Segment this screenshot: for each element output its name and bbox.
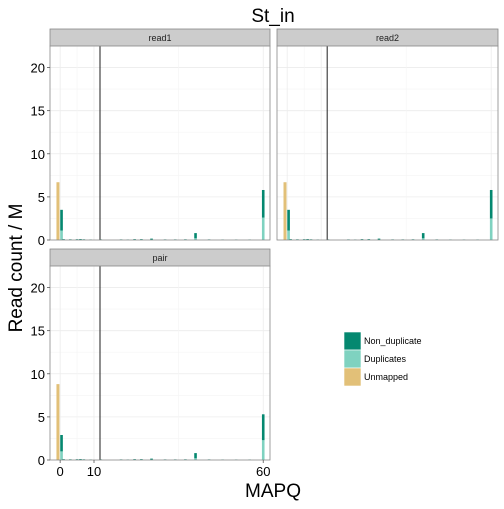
- legend-swatch-unmapped: [344, 368, 361, 386]
- bar-non-duplicate: [194, 233, 197, 238]
- y-tick-label: 10: [31, 147, 45, 162]
- bar-duplicates: [60, 231, 63, 240]
- bar-unmapped: [284, 182, 287, 240]
- bar-non-duplicate: [287, 210, 290, 231]
- y-tick-label: 5: [38, 410, 45, 425]
- facet-panel-read2: read2: [277, 29, 498, 240]
- y-tick-label: 20: [31, 281, 45, 296]
- facet-strip-label: read2: [376, 33, 399, 43]
- chart-title: St_in: [251, 6, 294, 27]
- bar-duplicates: [262, 440, 265, 460]
- x-axis-label: MAPQ: [245, 481, 301, 502]
- facet-strip-label: read1: [148, 33, 171, 43]
- bar-non-duplicate: [378, 239, 381, 240]
- y-tick-label: 20: [31, 61, 45, 76]
- legend-label: Non_duplicate: [364, 336, 422, 346]
- bar-non-duplicate: [490, 190, 493, 218]
- y-axis-label: Read count / M: [6, 204, 27, 333]
- bar-duplicates: [60, 451, 63, 460]
- legend-swatch-duplicates: [344, 350, 361, 368]
- legend-swatch-non_duplicate: [344, 332, 361, 350]
- y-tick-label: 10: [31, 367, 45, 382]
- bar-duplicates: [287, 231, 290, 240]
- x-tick-label: 60: [256, 464, 270, 479]
- y-tick-label: 0: [38, 453, 45, 468]
- x-tick-label: 10: [87, 464, 101, 479]
- bar-duplicates: [262, 218, 265, 240]
- bar-duplicates: [490, 218, 493, 240]
- bar-non-duplicate: [262, 190, 265, 218]
- panel-background: [50, 266, 270, 460]
- bar-unmapped: [56, 384, 59, 460]
- panel-background: [277, 46, 498, 240]
- bar-non-duplicate: [150, 239, 153, 240]
- panels-layer: read1 0 5 10 15 20 read2 pair 0 5 10 15 20 0 10 60: [31, 29, 498, 479]
- legend: Non_duplicate Duplicates Unmapped: [344, 332, 422, 386]
- bar-non-duplicate: [194, 453, 197, 458]
- y-tick-label: 15: [31, 324, 45, 339]
- bar-unmapped: [56, 182, 59, 240]
- panel-background: [50, 46, 270, 240]
- x-tick-label: 0: [57, 464, 64, 479]
- legend-label: Duplicates: [364, 354, 407, 364]
- facet-strip-label: pair: [152, 253, 167, 263]
- facet-panel-pair: pair 0 5 10 15 20 0 10 60: [31, 249, 271, 479]
- bar-non-duplicate: [262, 414, 265, 440]
- bar-non-duplicate: [422, 233, 425, 238]
- bar-non-duplicate: [60, 435, 63, 451]
- y-tick-label: 0: [38, 233, 45, 248]
- bar-non-duplicate: [150, 459, 153, 460]
- legend-label: Unmapped: [364, 372, 408, 382]
- facet-panel-read1: read1 0 5 10 15 20: [31, 29, 270, 248]
- bar-non-duplicate: [60, 210, 63, 231]
- y-tick-label: 15: [31, 104, 45, 119]
- y-tick-label: 5: [38, 190, 45, 205]
